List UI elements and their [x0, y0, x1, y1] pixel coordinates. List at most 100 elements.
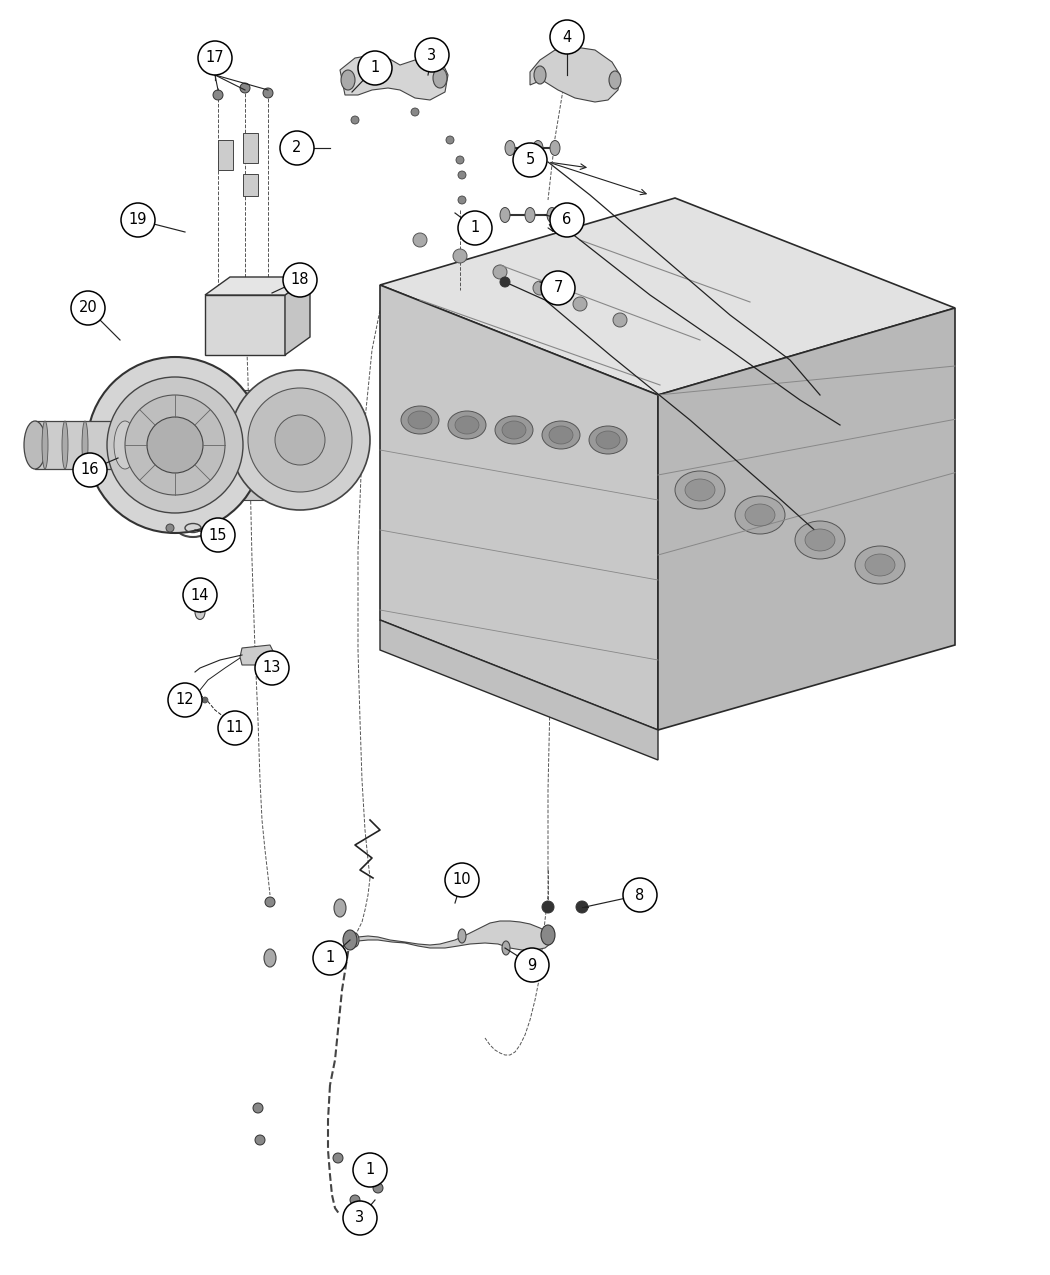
Circle shape [262, 88, 273, 98]
Ellipse shape [500, 208, 510, 223]
Ellipse shape [805, 529, 835, 551]
Circle shape [284, 263, 317, 297]
Text: 1: 1 [470, 221, 480, 236]
Text: 1: 1 [326, 950, 335, 965]
Circle shape [235, 723, 242, 729]
Ellipse shape [542, 421, 580, 449]
Polygon shape [380, 286, 658, 731]
Ellipse shape [525, 208, 536, 223]
Text: 1: 1 [365, 1163, 375, 1178]
Ellipse shape [341, 70, 355, 91]
Circle shape [121, 203, 155, 237]
Ellipse shape [550, 140, 560, 156]
Circle shape [373, 1183, 383, 1193]
Ellipse shape [82, 421, 88, 469]
Text: 1: 1 [371, 60, 380, 75]
Circle shape [573, 297, 587, 311]
Ellipse shape [433, 68, 447, 88]
Ellipse shape [589, 426, 627, 454]
Circle shape [613, 312, 627, 326]
Circle shape [248, 388, 352, 492]
Text: 13: 13 [262, 660, 281, 676]
Circle shape [335, 903, 345, 913]
Text: 18: 18 [291, 273, 310, 287]
Ellipse shape [865, 555, 895, 576]
Polygon shape [340, 55, 448, 99]
Circle shape [218, 711, 252, 745]
Polygon shape [530, 47, 620, 102]
Circle shape [458, 171, 466, 179]
Circle shape [201, 518, 235, 552]
Polygon shape [180, 390, 304, 500]
Text: 11: 11 [226, 720, 245, 736]
Circle shape [230, 370, 370, 510]
Circle shape [446, 136, 454, 144]
Bar [243, 173, 258, 196]
Polygon shape [240, 645, 275, 666]
Text: 9: 9 [527, 958, 537, 973]
Circle shape [107, 377, 243, 513]
Circle shape [190, 690, 200, 700]
Text: 2: 2 [292, 140, 301, 156]
Ellipse shape [855, 546, 905, 584]
Circle shape [333, 1153, 343, 1163]
Circle shape [183, 578, 217, 612]
Circle shape [87, 357, 262, 533]
Ellipse shape [351, 933, 359, 947]
Polygon shape [380, 198, 956, 395]
Text: 7: 7 [553, 280, 563, 296]
Circle shape [213, 91, 223, 99]
Circle shape [343, 1201, 377, 1235]
Circle shape [458, 210, 492, 245]
Circle shape [240, 83, 250, 93]
Circle shape [166, 524, 174, 532]
Circle shape [623, 878, 657, 912]
Circle shape [71, 291, 105, 325]
Ellipse shape [746, 504, 775, 527]
Text: 3: 3 [356, 1210, 364, 1225]
Circle shape [458, 196, 466, 204]
Bar [218, 140, 233, 170]
Circle shape [353, 1153, 387, 1187]
Circle shape [255, 652, 289, 685]
Text: 19: 19 [129, 213, 147, 227]
Ellipse shape [502, 421, 526, 439]
Circle shape [350, 1195, 360, 1205]
Ellipse shape [596, 431, 620, 449]
Ellipse shape [609, 71, 621, 89]
Text: 20: 20 [79, 301, 98, 315]
Text: 10: 10 [453, 872, 471, 887]
Circle shape [198, 41, 232, 75]
Circle shape [202, 697, 208, 703]
Ellipse shape [675, 470, 724, 509]
Ellipse shape [547, 208, 557, 223]
Ellipse shape [549, 426, 573, 444]
Ellipse shape [264, 949, 276, 966]
Ellipse shape [195, 604, 205, 620]
Circle shape [413, 233, 427, 247]
Ellipse shape [343, 929, 357, 950]
Circle shape [147, 417, 203, 473]
Text: 4: 4 [563, 29, 571, 45]
Ellipse shape [42, 421, 48, 469]
Polygon shape [658, 309, 956, 731]
Circle shape [265, 955, 275, 965]
Circle shape [411, 108, 419, 116]
Ellipse shape [334, 899, 346, 917]
Circle shape [513, 143, 547, 177]
Ellipse shape [458, 929, 466, 944]
Circle shape [550, 203, 584, 237]
Ellipse shape [114, 421, 136, 469]
Circle shape [542, 901, 554, 913]
Text: 12: 12 [175, 692, 194, 708]
Text: 14: 14 [191, 588, 209, 603]
Ellipse shape [685, 479, 715, 501]
Ellipse shape [495, 416, 533, 444]
Circle shape [494, 265, 507, 279]
Circle shape [358, 51, 392, 85]
Text: 17: 17 [206, 51, 225, 65]
Ellipse shape [533, 140, 543, 156]
Circle shape [550, 20, 584, 54]
Bar [35, 421, 125, 469]
Ellipse shape [735, 496, 785, 534]
